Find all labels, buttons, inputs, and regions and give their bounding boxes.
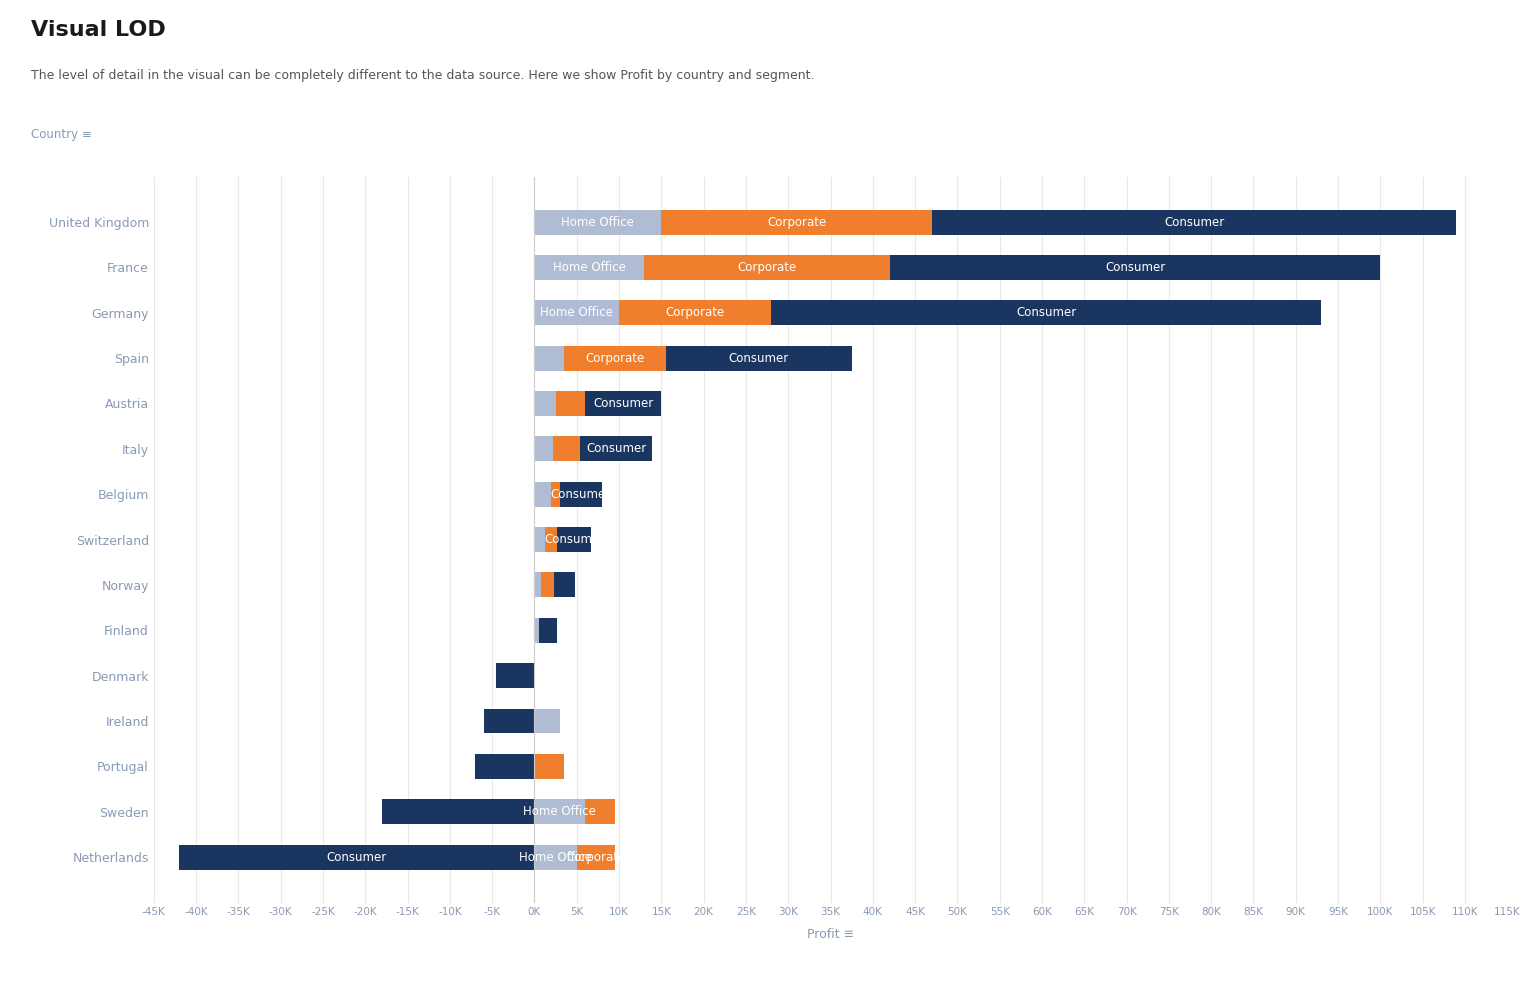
- Bar: [535, 437, 554, 461]
- Bar: [644, 255, 889, 280]
- Text: Consumer: Consumer: [594, 397, 654, 410]
- Bar: [666, 345, 852, 371]
- Text: Corporate: Corporate: [584, 351, 644, 365]
- Text: Home Office: Home Office: [523, 805, 597, 818]
- Bar: [554, 573, 575, 597]
- Bar: [483, 708, 535, 734]
- Text: Consumer: Consumer: [729, 351, 789, 365]
- Text: Home Office: Home Office: [520, 851, 592, 863]
- Bar: [535, 753, 564, 779]
- Text: Consumer: Consumer: [544, 533, 604, 546]
- Text: Consumer: Consumer: [586, 442, 646, 455]
- Bar: [554, 437, 580, 461]
- Text: Corporate: Corporate: [737, 261, 797, 274]
- Text: Corporate: Corporate: [566, 851, 626, 863]
- Bar: [577, 845, 615, 869]
- Text: Home Office: Home Office: [561, 216, 634, 229]
- Text: Consumer: Consumer: [1017, 306, 1077, 319]
- Bar: [564, 345, 666, 371]
- Bar: [580, 437, 652, 461]
- Bar: [541, 573, 554, 597]
- Text: Corporate: Corporate: [666, 306, 724, 319]
- Bar: [535, 345, 564, 371]
- Text: Home Office: Home Office: [540, 306, 614, 319]
- Bar: [555, 391, 586, 416]
- Text: Consumer: Consumer: [1164, 216, 1224, 229]
- Bar: [586, 800, 615, 824]
- Bar: [586, 391, 661, 416]
- Text: Consumer: Consumer: [1104, 261, 1166, 274]
- Bar: [535, 255, 644, 280]
- Bar: [475, 753, 535, 779]
- Bar: [535, 482, 552, 506]
- Bar: [535, 573, 541, 597]
- Bar: [381, 800, 535, 824]
- Bar: [535, 527, 544, 552]
- Bar: [661, 210, 932, 234]
- Text: Corporate: Corporate: [767, 216, 826, 229]
- Bar: [535, 210, 661, 234]
- Text: Consumer: Consumer: [551, 488, 611, 500]
- Bar: [932, 210, 1456, 234]
- Bar: [557, 527, 591, 552]
- Bar: [535, 391, 555, 416]
- Bar: [620, 300, 772, 326]
- Bar: [538, 618, 557, 643]
- Text: Home Office: Home Office: [554, 261, 626, 274]
- Bar: [535, 618, 538, 643]
- Bar: [552, 482, 560, 506]
- Text: Visual LOD: Visual LOD: [31, 20, 166, 39]
- Bar: [544, 527, 557, 552]
- X-axis label: Profit ≡: Profit ≡: [807, 928, 854, 942]
- Text: Country ≡: Country ≡: [31, 128, 91, 140]
- Bar: [535, 845, 577, 869]
- Bar: [535, 800, 586, 824]
- Text: The level of detail in the visual can be completely different to the data source: The level of detail in the visual can be…: [31, 69, 814, 81]
- Bar: [772, 300, 1321, 326]
- Text: Consumer: Consumer: [326, 851, 388, 863]
- Bar: [497, 663, 535, 688]
- Bar: [891, 255, 1381, 280]
- Bar: [560, 482, 601, 506]
- Bar: [535, 708, 560, 734]
- Bar: [178, 845, 535, 869]
- Bar: [535, 300, 620, 326]
